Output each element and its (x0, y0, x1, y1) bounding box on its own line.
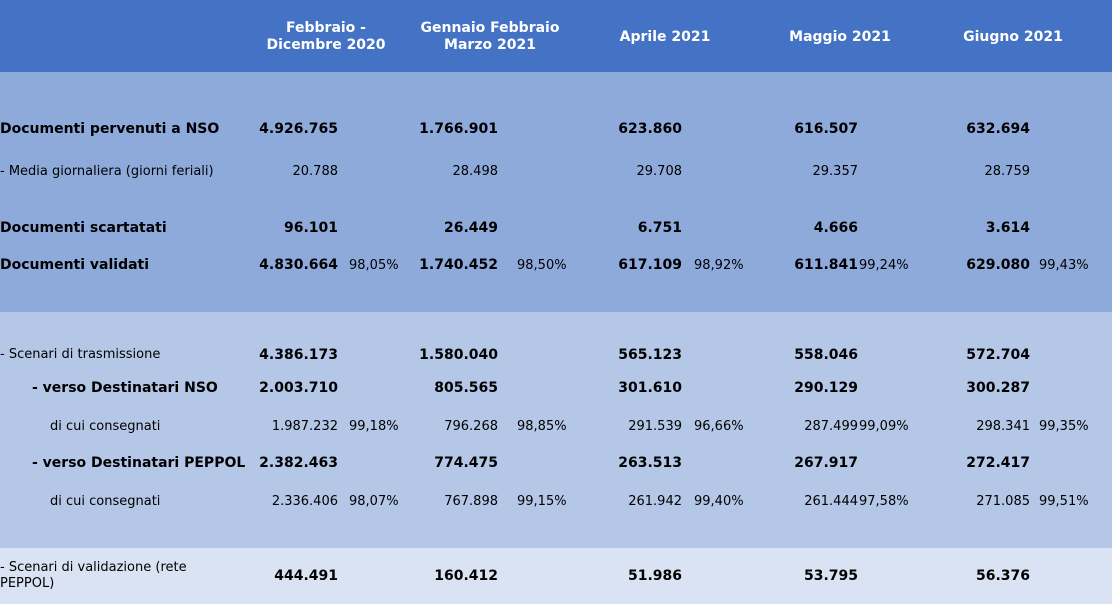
cell-value: 300.287 (966, 380, 1030, 396)
cell-value: 28.498 (452, 164, 499, 179)
cell-value: 290.129 (794, 380, 858, 396)
cell-percent: 98,50% (517, 258, 567, 273)
cell-value: 53.795 (803, 568, 858, 584)
cell-percent: 98,05% (349, 258, 399, 273)
cell-percent: 96,66% (694, 419, 744, 434)
cell-value: 4.926.765 (259, 121, 338, 137)
cell-value: 632.694 (966, 121, 1030, 137)
row-label-validati: Documenti validati (0, 257, 150, 273)
cell-value: 263.513 (618, 455, 682, 471)
cell-value: 767.898 (444, 494, 498, 509)
cell-value: 572.704 (966, 347, 1030, 363)
cell-percent: 98,07% (349, 494, 399, 509)
col-header-apr-2021: Aprile 2021 (619, 29, 711, 45)
cell-value: 2.336.406 (271, 494, 338, 509)
cell-value: 20.788 (292, 164, 339, 179)
cell-value: 805.565 (434, 380, 498, 396)
cell-value: 51.986 (627, 568, 682, 584)
cell-value: 301.610 (618, 380, 682, 396)
cell-value: 796.268 (444, 419, 498, 434)
cell-value: 6.751 (637, 220, 682, 236)
row-label-consegnati-nso: di cui consegnati (50, 419, 161, 434)
cell-value: 291.539 (628, 419, 682, 434)
col-header-gen-mar-2021: Gennaio Febbraio Marzo 2021 (420, 20, 560, 53)
cell-value: 565.123 (618, 347, 682, 363)
cell-value: 616.507 (794, 121, 858, 137)
cell-value: 2.382.463 (259, 455, 338, 471)
cell-value: 28.759 (984, 164, 1031, 179)
cell-value: 4.386.173 (259, 347, 338, 363)
row-label-media: - Media giornaliera (giorni feriali) (0, 164, 214, 179)
cell-percent: 99,24% (859, 258, 909, 273)
row-label-scartati: Documenti scartatati (0, 220, 167, 236)
cell-value: 26.449 (443, 220, 498, 236)
cell-value: 611.841 (794, 257, 858, 273)
cell-value: 4.666 (813, 220, 858, 236)
row-label-pervenuti: Documenti pervenuti a NSO (0, 121, 220, 137)
cell-percent: 99,51% (1039, 494, 1089, 509)
cell-value: 29.357 (812, 164, 859, 179)
row-label-verso-peppol: - verso Destinatari PEPPOL (32, 455, 246, 471)
section-validazione (0, 548, 1112, 604)
cell-value: 160.412 (434, 568, 498, 584)
cell-percent: 99,40% (694, 494, 744, 509)
cell-value: 1.580.040 (419, 347, 498, 363)
cell-value: 298.341 (976, 419, 1030, 434)
cell-value: 261.942 (628, 494, 682, 509)
cell-value: 774.475 (434, 455, 498, 471)
row-label-verso-nso: - verso Destinatari NSO (32, 380, 218, 396)
cell-percent: 99,43% (1039, 258, 1089, 273)
cell-value: 96.101 (283, 220, 338, 236)
cell-value: 2.003.710 (259, 380, 338, 396)
col-header-mag-2021: Maggio 2021 (789, 29, 891, 45)
row-label-scenari-trasmissione: - Scenari di trasmissione (0, 347, 161, 362)
cell-value: 4.830.664 (259, 257, 338, 273)
cell-percent: 99,18% (349, 419, 399, 434)
cell-percent: 97,58% (859, 494, 909, 509)
cell-value: 623.860 (618, 121, 682, 137)
cell-value: 267.917 (794, 455, 858, 471)
cell-value: 271.085 (976, 494, 1030, 509)
table-header (0, 0, 1112, 72)
col-header-giu-2021: Giugno 2021 (963, 29, 1063, 45)
cell-value: 1.766.901 (419, 121, 498, 137)
cell-value: 1.740.452 (419, 257, 498, 273)
section-trasmissione (0, 312, 1112, 548)
cell-value: 56.376 (975, 568, 1030, 584)
cell-value: 617.109 (618, 257, 682, 273)
row-label-scenari-validazione: - Scenari di validazione (rete PEPPOL) (0, 560, 187, 591)
cell-value: 444.491 (274, 568, 338, 584)
cell-value: 629.080 (966, 257, 1030, 273)
col-header-feb-dic-2020: Febbraio - Dicembre 2020 (266, 20, 386, 53)
cell-value: 3.614 (985, 220, 1030, 236)
cell-value: 261.444 (804, 494, 858, 509)
cell-value: 29.708 (636, 164, 683, 179)
cell-percent: 99,09% (859, 419, 909, 434)
section-documenti (0, 72, 1112, 312)
cell-value: 1.987.232 (271, 419, 338, 434)
row-label-consegnati-peppol: di cui consegnati (50, 494, 161, 509)
cell-percent: 99,15% (517, 494, 567, 509)
cell-percent: 99,35% (1039, 419, 1089, 434)
cell-percent: 98,92% (694, 258, 744, 273)
cell-percent: 98,85% (517, 419, 567, 434)
cell-value: 272.417 (966, 455, 1030, 471)
cell-value: 287.499 (804, 419, 858, 434)
cell-value: 558.046 (794, 347, 858, 363)
